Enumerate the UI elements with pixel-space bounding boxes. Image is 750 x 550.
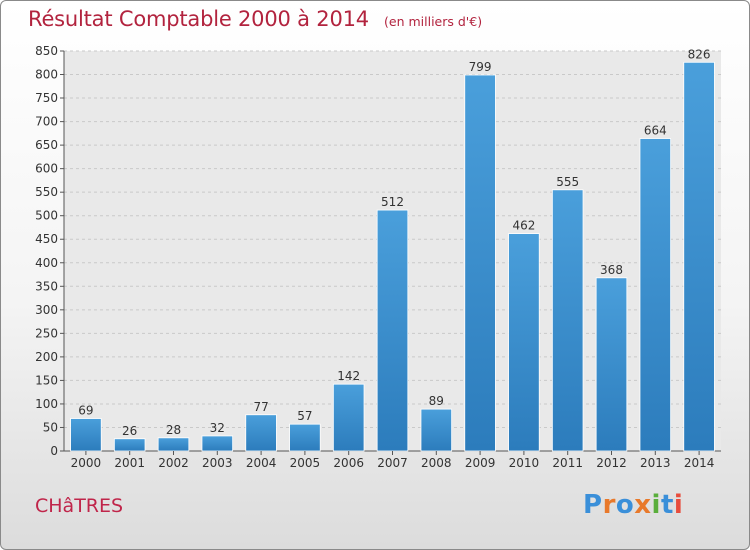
bar [289, 423, 321, 452]
y-tick-label: 100 [35, 397, 58, 411]
data-label: 368 [600, 263, 623, 277]
data-label: 69 [78, 404, 93, 418]
bar [113, 438, 146, 452]
x-tick-label: 2004 [246, 456, 277, 470]
logo-letter: x [634, 490, 652, 520]
y-tick-label: 650 [35, 138, 58, 152]
y-tick-label: 350 [35, 279, 58, 293]
y-tick-label: 600 [35, 162, 58, 176]
x-tick-label: 2009 [465, 456, 496, 470]
chart-title: Résultat Comptable 2000 à 2014 [28, 7, 369, 31]
x-tick-label: 2003 [202, 456, 233, 470]
logo-letter: r [602, 490, 616, 520]
data-label: 57 [297, 409, 312, 423]
bar [595, 277, 628, 452]
bar [376, 209, 409, 452]
logo-letter: P [583, 490, 603, 520]
y-tick-label: 50 [43, 420, 58, 434]
x-tick-label: 2005 [290, 456, 321, 470]
y-tick-label: 400 [35, 256, 58, 270]
x-tick-label: 2007 [377, 456, 408, 470]
data-label: 32 [210, 421, 225, 435]
bar [639, 138, 672, 452]
data-label: 26 [122, 424, 137, 438]
bar [245, 414, 277, 452]
bar [157, 437, 190, 452]
logo-letter: i [673, 490, 684, 520]
bar [551, 189, 584, 452]
y-tick-label: 850 [35, 44, 58, 58]
data-label: 799 [469, 60, 492, 74]
y-tick-label: 150 [35, 373, 58, 387]
y-tick-label: 200 [35, 350, 58, 364]
proxiti-logo: Proxiti [583, 490, 683, 520]
y-tick-label: 250 [35, 326, 58, 340]
y-tick-label: 500 [35, 209, 58, 223]
y-tick-label: 800 [35, 68, 58, 82]
y-tick-label: 700 [35, 115, 58, 129]
y-tick-label: 750 [35, 91, 58, 105]
x-tick-label: 2008 [421, 456, 452, 470]
town-name: CHâTRES [35, 495, 124, 517]
x-tick-label: 2014 [684, 456, 715, 470]
bar [464, 74, 496, 452]
x-tick-label: 2013 [640, 456, 671, 470]
data-label: 664 [644, 124, 667, 138]
x-tick-label: 2011 [552, 456, 583, 470]
x-tick-label: 2012 [596, 456, 627, 470]
data-label: 28 [166, 423, 181, 437]
x-tick-label: 2001 [114, 456, 145, 470]
x-tick-label: 2006 [333, 456, 364, 470]
bar [70, 418, 102, 452]
data-label: 512 [381, 195, 404, 209]
logo-letter: t [660, 490, 674, 520]
y-tick-label: 0 [50, 444, 58, 458]
title-row: Résultat Comptable 2000 à 2014 (en milli… [28, 7, 482, 31]
bar [508, 233, 540, 452]
data-label: 826 [688, 47, 711, 61]
chart-unit: (en milliers d'€) [384, 14, 483, 29]
y-tick-label: 450 [35, 232, 58, 246]
bar [201, 435, 234, 452]
bar [683, 61, 715, 452]
logo-letter: i [651, 490, 661, 520]
data-label: 77 [253, 400, 268, 414]
x-tick-label: 2000 [71, 456, 102, 470]
y-tick-label: 550 [35, 185, 58, 199]
x-tick-label: 2010 [509, 456, 540, 470]
data-label: 89 [429, 394, 444, 408]
data-label: 142 [337, 369, 360, 383]
bar [420, 408, 453, 452]
data-label: 462 [512, 219, 535, 233]
x-tick-label: 2002 [158, 456, 189, 470]
y-tick-label: 300 [35, 303, 58, 317]
bar [332, 383, 365, 452]
data-label: 555 [556, 175, 579, 189]
logo-letter: o [615, 490, 635, 520]
